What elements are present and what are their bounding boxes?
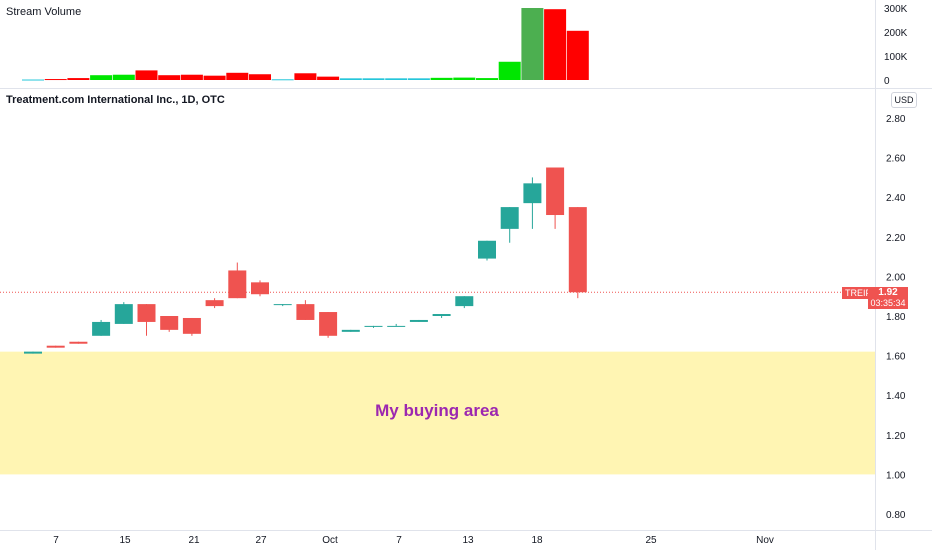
time-tick-label: Oct xyxy=(322,535,338,546)
candle-body xyxy=(455,296,474,307)
volume-bars xyxy=(22,8,589,81)
volume-bar xyxy=(339,78,362,80)
volume-tick-label: 300K xyxy=(884,4,908,15)
price-axis-ticks: 2.80 2.60 2.40 2.20 2.00 1.80 1.60 1.40 1.20 1.00… xyxy=(886,114,906,521)
volume-bar xyxy=(67,78,90,80)
candle-body xyxy=(432,314,451,316)
time-tick-label: 25 xyxy=(645,535,657,546)
volume-bar xyxy=(407,78,430,80)
candle-body xyxy=(296,304,315,320)
bar-countdown: 03:35:34 xyxy=(870,298,906,308)
volume-bar xyxy=(22,79,44,81)
candle-body xyxy=(92,321,111,336)
volume-bar xyxy=(544,9,567,81)
volume-pane-title: Stream Volume xyxy=(6,6,82,18)
volume-bar xyxy=(385,78,408,80)
price-tick-label: 1.80 xyxy=(886,312,906,323)
buying-area-zone[interactable] xyxy=(0,351,875,475)
volume-tick-label: 200K xyxy=(884,28,908,39)
time-axis-ticks: 7 15 21 27 Oct 7 13 18 25 Nov xyxy=(53,535,774,546)
candle-body xyxy=(478,240,496,259)
candle-body xyxy=(568,207,587,293)
volume-bar xyxy=(135,70,158,80)
symbol-title[interactable]: Treatment.com International Inc., 1D, OT… xyxy=(6,94,225,106)
volume-bar xyxy=(362,78,385,80)
candle-body xyxy=(546,167,565,216)
price-tick-label: 2.40 xyxy=(886,193,906,204)
price-tick-label: 1.60 xyxy=(886,352,906,363)
time-tick-label: 7 xyxy=(53,535,59,546)
symbol-price-tag: TREIF xyxy=(842,287,874,299)
candle-body xyxy=(24,351,42,354)
time-tick-label: 27 xyxy=(255,535,267,546)
candle-body xyxy=(523,183,542,204)
volume-bar xyxy=(294,73,317,80)
volume-bar xyxy=(226,72,249,80)
volume-bar xyxy=(90,75,113,80)
price-tick-label: 2.80 xyxy=(886,114,906,125)
volume-bar xyxy=(453,77,476,80)
volume-bar xyxy=(203,75,226,80)
volume-bar xyxy=(271,79,294,81)
candle-body xyxy=(114,304,133,324)
candlesticks xyxy=(24,167,587,354)
candle-body xyxy=(228,270,247,299)
volume-bar xyxy=(566,30,589,80)
candle-body xyxy=(205,300,224,307)
volume-bar xyxy=(249,74,271,80)
last-price-value: 1.92 xyxy=(878,287,898,298)
candle-body xyxy=(341,329,360,332)
candle-body xyxy=(160,316,179,330)
candle-body xyxy=(387,325,406,327)
volume-bar xyxy=(44,79,67,81)
price-tick-label: 2.20 xyxy=(886,233,906,244)
price-tick-label: 1.20 xyxy=(886,431,906,442)
candle-body xyxy=(251,282,269,295)
candle-body xyxy=(182,317,201,334)
price-tick-label: 1.00 xyxy=(886,470,906,481)
candle-body xyxy=(319,312,338,336)
volume-tick-label: 100K xyxy=(884,52,908,63)
volume-bar xyxy=(521,8,544,80)
volume-bar xyxy=(180,74,203,80)
time-tick-label: 7 xyxy=(396,535,402,546)
time-tick-label: Nov xyxy=(756,535,774,546)
candle-body xyxy=(273,304,292,306)
volume-bar xyxy=(430,77,453,80)
currency-button[interactable]: USD xyxy=(891,92,917,108)
volume-bar xyxy=(476,78,498,80)
volume-bar xyxy=(112,74,135,80)
volume-axis-ticks: 300K 200K 100K 0 xyxy=(884,4,908,87)
volume-bar xyxy=(498,61,521,80)
candle-body xyxy=(409,319,428,322)
time-tick-label: 15 xyxy=(119,535,131,546)
price-tick-label: 0.80 xyxy=(886,510,906,521)
volume-bar xyxy=(158,75,181,80)
candle-body xyxy=(137,304,156,322)
volume-bar xyxy=(317,76,340,80)
candle-body xyxy=(500,207,519,229)
time-tick-label: 13 xyxy=(462,535,474,546)
price-tick-label: 2.60 xyxy=(886,154,906,165)
time-tick-label: 21 xyxy=(188,535,200,546)
price-tick-label: 2.00 xyxy=(886,272,906,283)
time-tick-label: 18 xyxy=(531,535,543,546)
price-tick-label: 1.40 xyxy=(886,391,906,402)
buying-area-label: My buying area xyxy=(375,401,499,420)
candle-body xyxy=(364,325,383,327)
last-price-label: 1.92 03:35:34 xyxy=(868,287,908,309)
volume-tick-label: 0 xyxy=(884,76,890,87)
candle-body xyxy=(69,341,88,344)
candle-body xyxy=(46,345,65,348)
